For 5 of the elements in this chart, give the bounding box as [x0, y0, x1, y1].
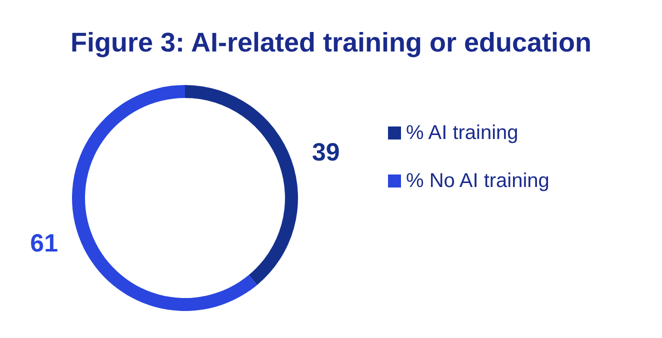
chart-title: Figure 3: AI-related training or education — [70, 28, 592, 58]
data-label: 39 — [312, 138, 340, 166]
legend-label: % No AI training — [406, 170, 550, 192]
legend-label: % AI training — [406, 122, 518, 144]
data-label: 61 — [30, 230, 58, 258]
